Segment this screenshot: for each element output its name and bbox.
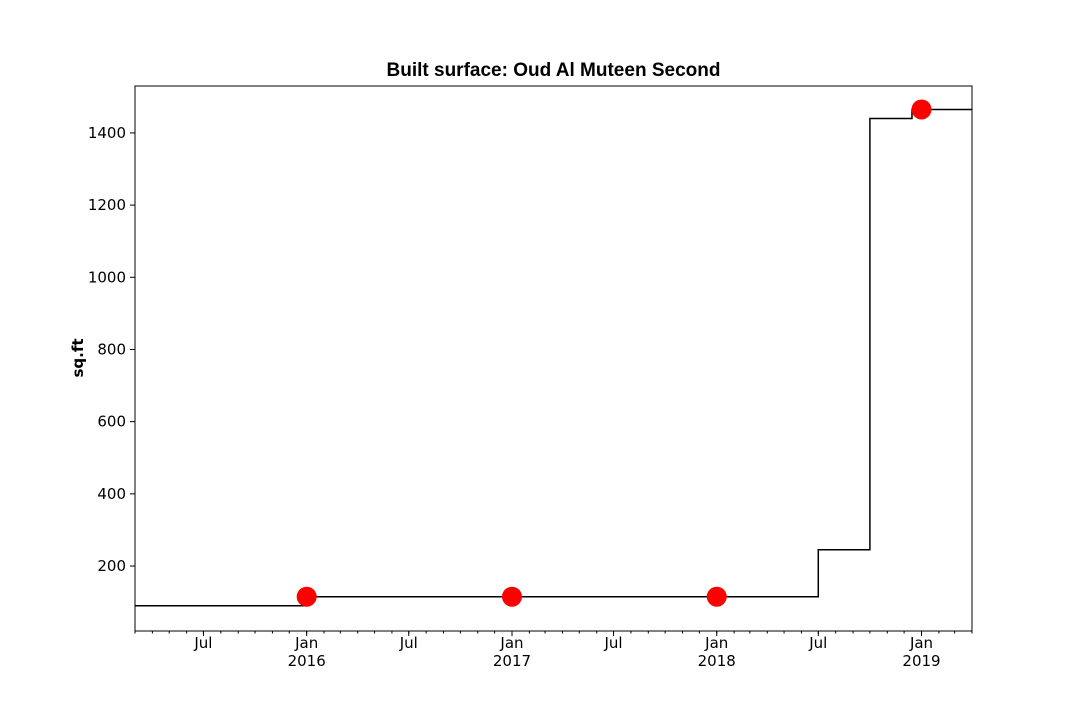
chart-title: Built surface: Oud Al Muteen Second	[386, 60, 721, 81]
step-line	[135, 108, 972, 607]
data-point-marker	[706, 586, 727, 607]
y-tick-label: 600	[97, 413, 126, 431]
x-tick-year-label: 2019	[902, 652, 940, 670]
y-tick-label: 400	[97, 485, 126, 503]
x-tick-label: Jul	[399, 634, 418, 652]
x-tick-label: Jan	[499, 634, 523, 652]
x-tick-label: Jan	[909, 634, 933, 652]
y-tick-label: 800	[97, 340, 126, 358]
x-tick-year-label: 2017	[493, 652, 531, 670]
y-tick-label: 200	[97, 557, 126, 575]
x-tick-label: Jul	[808, 634, 827, 652]
x-tick-year-label: 2018	[698, 652, 736, 670]
data-point-marker	[296, 586, 317, 607]
x-tick-label: Jan	[704, 634, 728, 652]
y-tick-label: 1400	[88, 124, 126, 142]
y-tick-label: 1200	[88, 196, 126, 214]
y-tick-label: 1000	[88, 268, 126, 286]
x-tick-year-label: 2016	[288, 652, 326, 670]
axes-frame	[134, 85, 973, 632]
x-tick-label: Jan	[294, 634, 318, 652]
x-tick-label: Jul	[193, 634, 212, 652]
data-point-marker	[911, 99, 932, 120]
x-tick-label: Jul	[603, 634, 622, 652]
data-point-marker	[501, 586, 522, 607]
